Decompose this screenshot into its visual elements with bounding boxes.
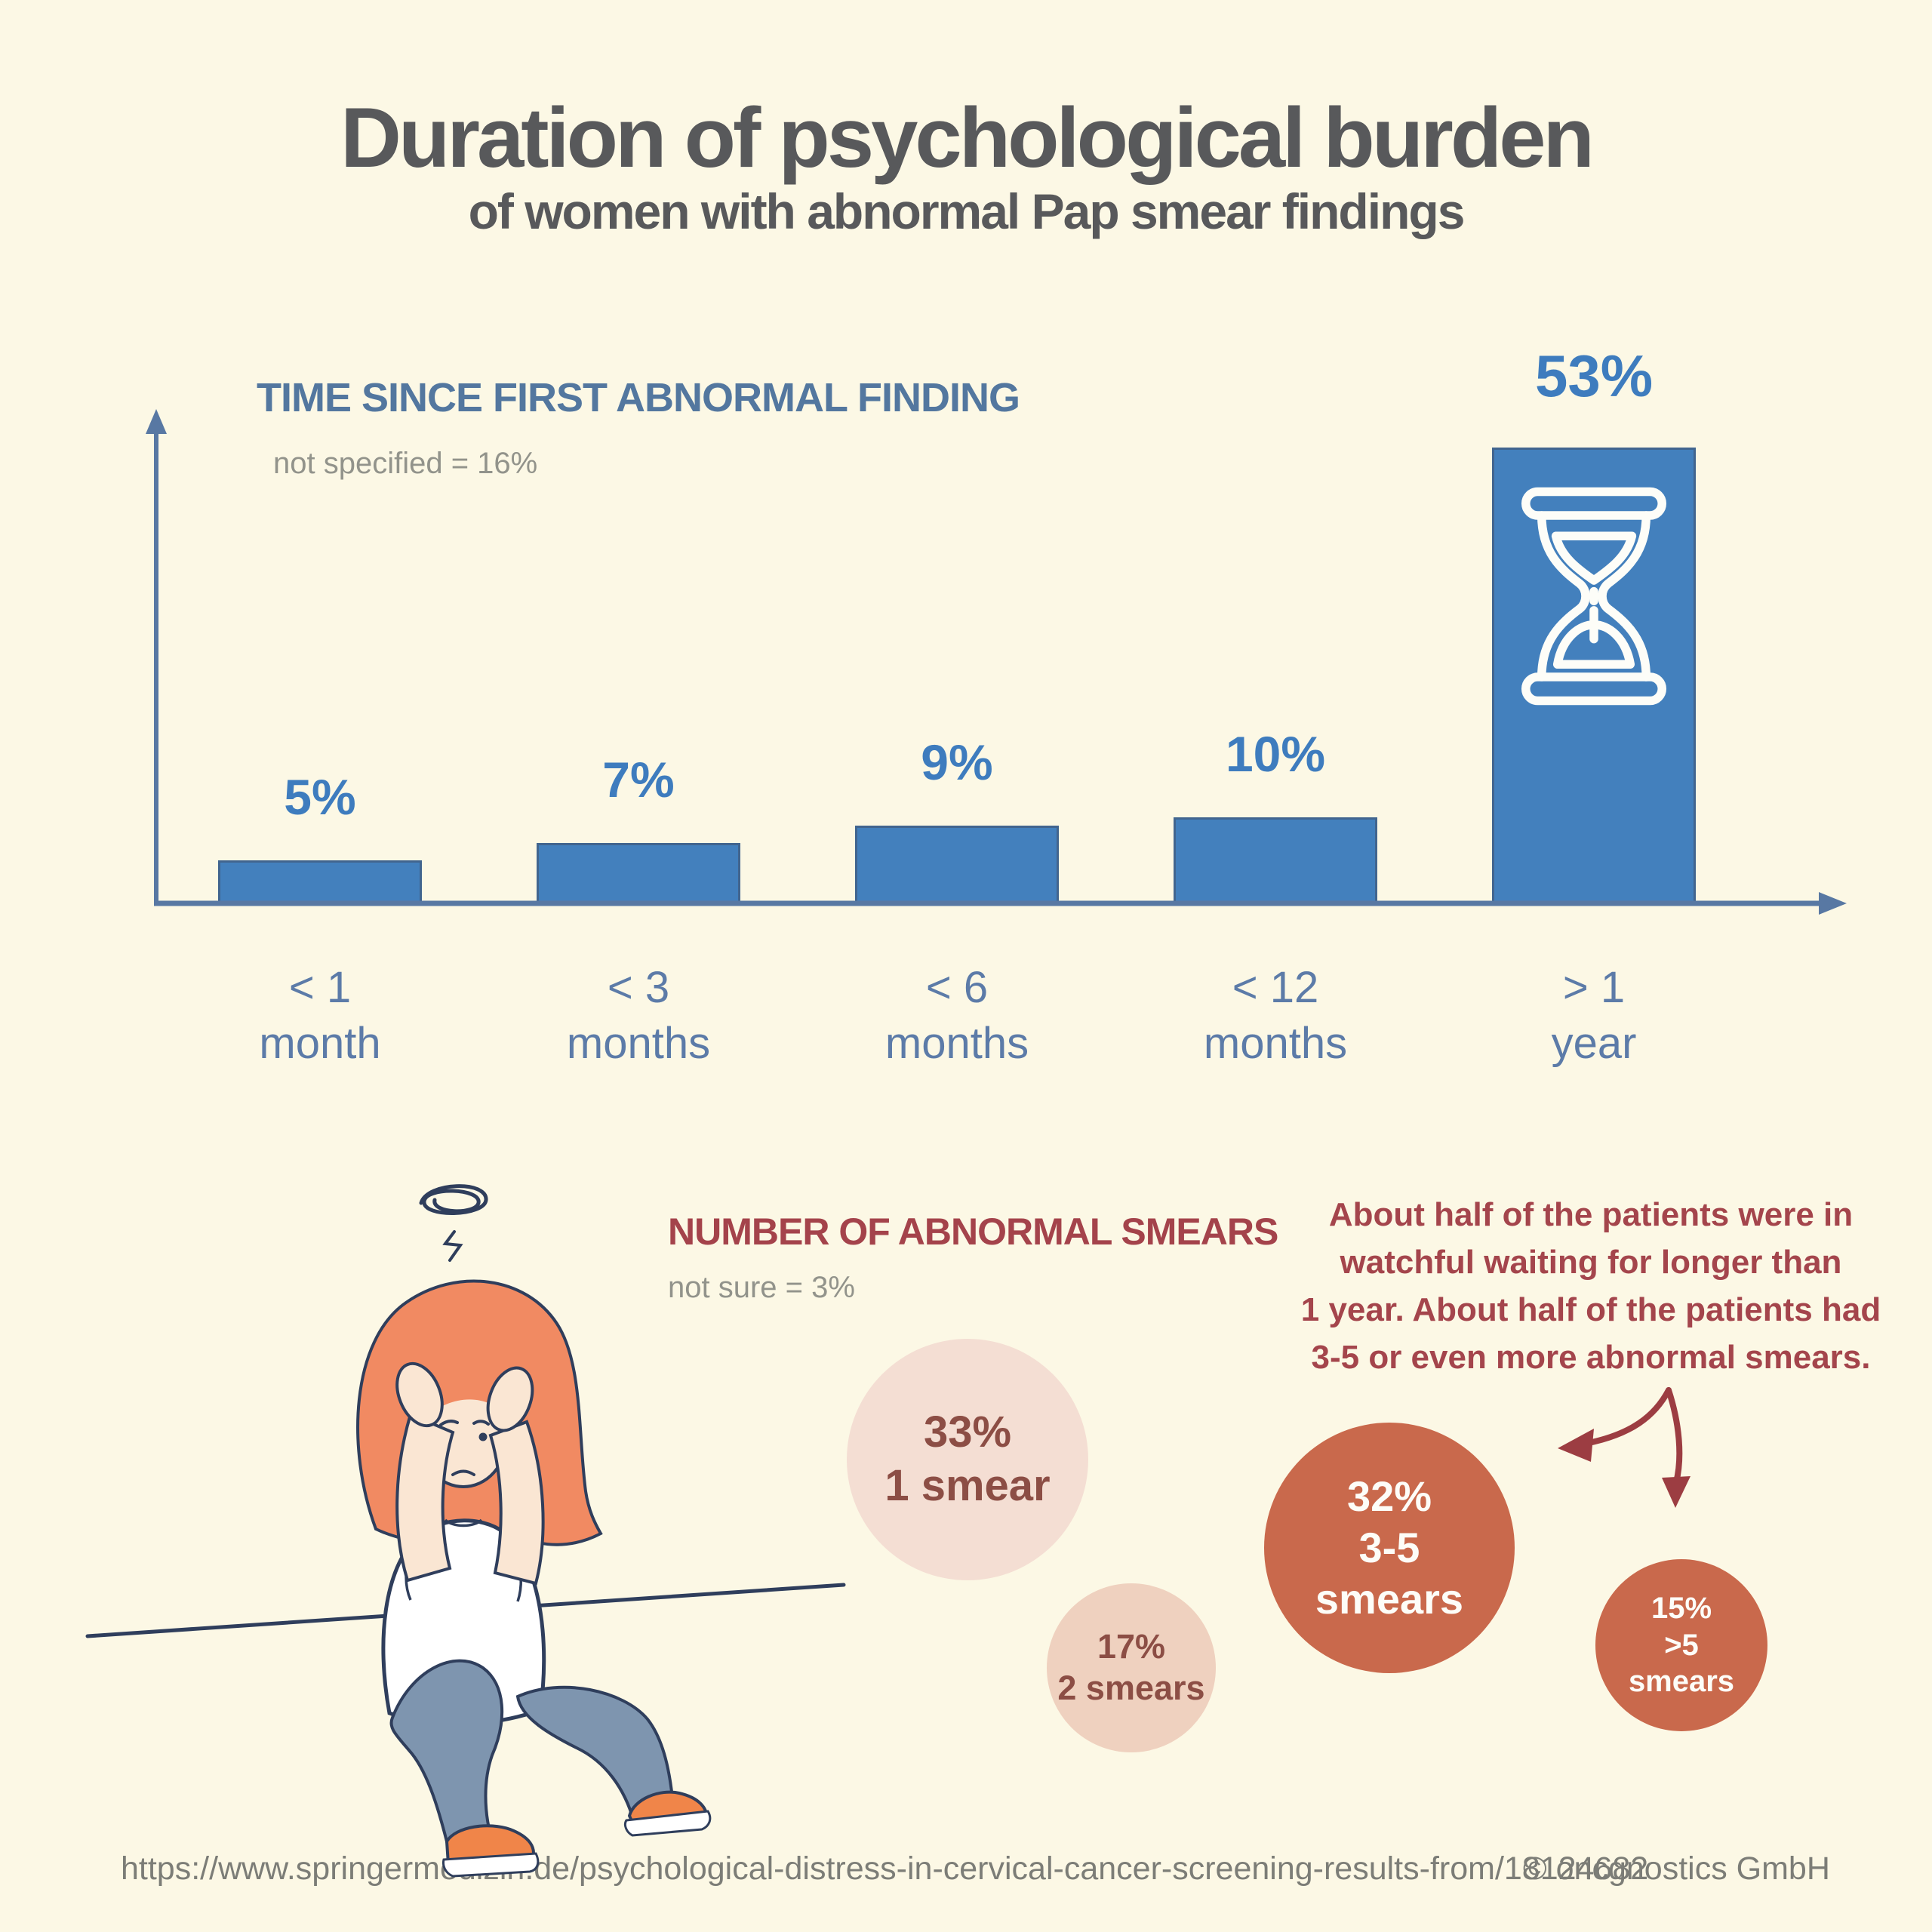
bar-<-1-month bbox=[218, 860, 422, 903]
left-hand bbox=[395, 1361, 444, 1428]
right-hand bbox=[486, 1366, 534, 1432]
bar-value-label: 5% bbox=[284, 769, 356, 825]
left-arm bbox=[395, 1412, 455, 1583]
face bbox=[419, 1389, 508, 1488]
bar-<-6-months bbox=[855, 826, 1059, 903]
right-sole bbox=[623, 1810, 712, 1837]
right-leg bbox=[515, 1685, 675, 1824]
bar-chart-heading: TIME SINCE FIRST ABNORMAL FINDING bbox=[257, 375, 1020, 420]
bubble-3-5-smears: 32% 3-5 smears bbox=[1264, 1423, 1515, 1673]
shirt-seams bbox=[405, 1518, 523, 1602]
shirt bbox=[381, 1518, 546, 1727]
right-arm bbox=[488, 1420, 545, 1586]
bar-value-label: 9% bbox=[921, 734, 993, 790]
thought-scribble-icon bbox=[419, 1184, 488, 1262]
annotation-text: About half of the patients were in watch… bbox=[1300, 1196, 1881, 1376]
bar-category-label: > 1 year bbox=[1551, 963, 1637, 1068]
left-leg bbox=[389, 1659, 504, 1850]
bar->-1-year bbox=[1492, 448, 1696, 903]
bar-category-label: < 12 months bbox=[1203, 963, 1348, 1068]
copyright: © oncgnostics GmbH bbox=[1523, 1850, 1830, 1887]
bubble-2-smears: 17% 2 smears bbox=[1047, 1583, 1216, 1752]
bar-value-label: 7% bbox=[602, 752, 675, 808]
bar-chart-note: not specified = 16% bbox=[273, 447, 538, 480]
right-shoe bbox=[627, 1790, 709, 1832]
bar-value-label: 53% bbox=[1534, 343, 1654, 409]
bar-<-3-months bbox=[537, 843, 740, 903]
hourglass-icon bbox=[1521, 487, 1667, 706]
y-axis bbox=[146, 409, 167, 903]
bangs bbox=[423, 1374, 503, 1419]
bar-value-label: 10% bbox=[1225, 726, 1326, 782]
page-subtitle: of women with abnormal Pap smear finding… bbox=[468, 183, 1466, 239]
bar-<-12-months bbox=[1174, 817, 1377, 903]
bubble->5-smears: 15% >5 smears bbox=[1595, 1559, 1767, 1731]
bubble-1-smear: 33% 1 smear bbox=[847, 1339, 1088, 1580]
face-features bbox=[439, 1420, 490, 1476]
source-url: https://www.springermedizin.de/psycholog… bbox=[121, 1850, 1649, 1887]
arrow-annotation-icon bbox=[1558, 1387, 1690, 1508]
page-title: Duration of psychological burden bbox=[340, 91, 1595, 185]
bar-category-label: < 3 months bbox=[566, 963, 711, 1068]
bubble-chart-heading: NUMBER OF ABNORMAL SMEARS bbox=[668, 1211, 1278, 1253]
bubble-chart-note: not sure = 3% bbox=[668, 1271, 855, 1304]
hair bbox=[356, 1279, 603, 1547]
ground-line bbox=[85, 1583, 846, 1638]
bar-category-label: < 1 month bbox=[259, 963, 381, 1068]
bar-category-label: < 6 months bbox=[884, 963, 1029, 1068]
